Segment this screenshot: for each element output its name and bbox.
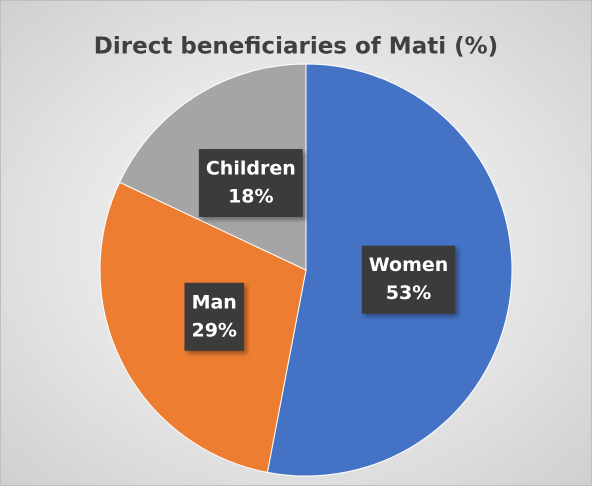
- data-label-box: [184, 282, 244, 351]
- data-label-value: 29%: [191, 319, 236, 341]
- chart-title: Direct beneficiaries of Mati (%): [94, 34, 498, 60]
- data-label-box: [198, 149, 303, 218]
- data-label-category: Man: [192, 291, 237, 313]
- data-label: Man 29%: [184, 282, 244, 351]
- data-label-category: Women: [369, 254, 449, 276]
- data-label-value: 53%: [386, 282, 431, 304]
- data-label-box: [361, 245, 456, 314]
- data-label: Children 18%: [198, 149, 303, 218]
- data-label-category: Children: [206, 158, 296, 180]
- data-label: Women 53%: [361, 245, 456, 314]
- data-label-value: 18%: [228, 186, 273, 208]
- data-labels: Women 53% Man 29% Children 18%: [184, 149, 456, 351]
